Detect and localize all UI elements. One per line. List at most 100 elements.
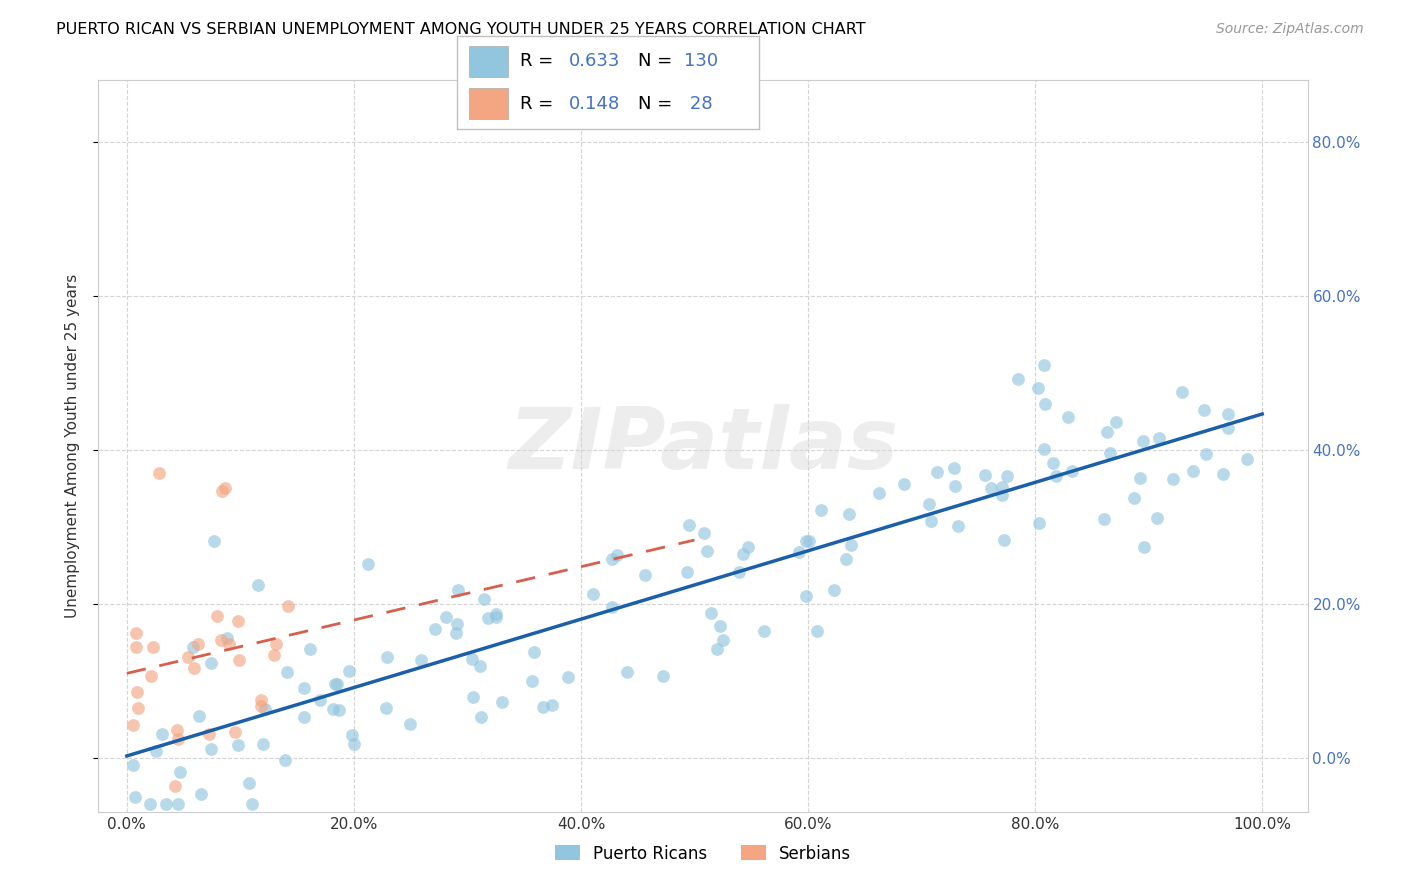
Point <box>1195 447 1218 461</box>
Point <box>183 660 205 674</box>
Point <box>139 797 162 811</box>
Point <box>141 669 163 683</box>
Point <box>226 738 249 752</box>
Point <box>218 637 240 651</box>
Point <box>342 737 364 751</box>
Point <box>190 787 212 801</box>
Point <box>1032 359 1054 373</box>
Point <box>155 797 177 811</box>
Point <box>789 545 811 559</box>
Point <box>198 727 221 741</box>
Point <box>446 616 468 631</box>
Point <box>200 742 222 756</box>
Point <box>461 652 484 666</box>
Point <box>337 664 360 678</box>
Point <box>122 718 145 732</box>
Point <box>461 690 484 704</box>
Point <box>398 716 420 731</box>
Text: 0.633: 0.633 <box>569 53 620 70</box>
Text: Source: ZipAtlas.com: Source: ZipAtlas.com <box>1216 22 1364 37</box>
Text: N =: N = <box>638 95 678 112</box>
Point <box>541 698 564 712</box>
Point <box>1007 372 1029 386</box>
Point <box>946 519 969 533</box>
Point <box>277 599 299 614</box>
Point <box>1105 415 1128 429</box>
Point <box>238 776 260 790</box>
Point <box>423 622 446 636</box>
Point <box>240 797 263 811</box>
Point <box>839 538 862 552</box>
Point <box>470 710 492 724</box>
Point <box>794 533 817 548</box>
Point <box>1095 425 1118 439</box>
Point <box>1056 409 1078 424</box>
Point <box>1163 472 1185 486</box>
Point <box>250 699 273 714</box>
Point <box>181 640 204 654</box>
Point <box>264 637 287 651</box>
Point <box>678 517 700 532</box>
Text: R =: R = <box>520 95 560 112</box>
Point <box>706 642 728 657</box>
Point <box>1123 491 1146 505</box>
Point <box>995 469 1018 483</box>
Point <box>752 624 775 639</box>
Text: 28: 28 <box>683 95 713 112</box>
Text: N =: N = <box>638 53 678 70</box>
Point <box>167 797 190 811</box>
Point <box>124 625 146 640</box>
Point <box>737 540 759 554</box>
Point <box>709 619 731 633</box>
Point <box>711 632 734 647</box>
Point <box>991 479 1014 493</box>
Point <box>247 578 270 592</box>
Point <box>200 657 222 671</box>
Point <box>472 591 495 606</box>
Point <box>169 765 191 780</box>
Point <box>298 642 321 657</box>
Point <box>124 789 146 804</box>
Point <box>145 744 167 758</box>
Point <box>125 684 148 698</box>
Point <box>125 640 148 654</box>
Point <box>250 693 273 707</box>
Point <box>409 653 432 667</box>
Point <box>799 534 821 549</box>
Point <box>444 626 467 640</box>
Point <box>810 503 832 517</box>
Point <box>520 673 543 688</box>
Point <box>211 484 233 499</box>
Point <box>325 676 347 690</box>
Point <box>1147 431 1170 445</box>
Point <box>1132 434 1154 448</box>
Point <box>1033 442 1056 457</box>
Point <box>166 731 188 746</box>
Text: 0.148: 0.148 <box>569 95 620 112</box>
Point <box>1045 468 1067 483</box>
Point <box>838 507 860 521</box>
Point <box>980 481 1002 495</box>
Point <box>228 653 250 667</box>
Legend: Puerto Ricans, Serbians: Puerto Ricans, Serbians <box>548 838 858 869</box>
Point <box>254 702 277 716</box>
Point <box>224 725 246 739</box>
Point <box>1129 471 1152 485</box>
Point <box>205 608 228 623</box>
Point <box>1042 456 1064 470</box>
Point <box>328 703 350 717</box>
Point <box>600 552 623 566</box>
Point <box>252 737 274 751</box>
Point <box>477 610 499 624</box>
Point <box>699 606 721 620</box>
Text: 130: 130 <box>683 53 718 70</box>
Point <box>973 467 995 482</box>
Point <box>943 479 966 493</box>
Point <box>531 699 554 714</box>
Point <box>322 702 344 716</box>
Bar <box>470 46 509 77</box>
Bar <box>470 88 509 119</box>
Point <box>606 548 628 562</box>
Point <box>434 609 457 624</box>
Point <box>187 637 209 651</box>
